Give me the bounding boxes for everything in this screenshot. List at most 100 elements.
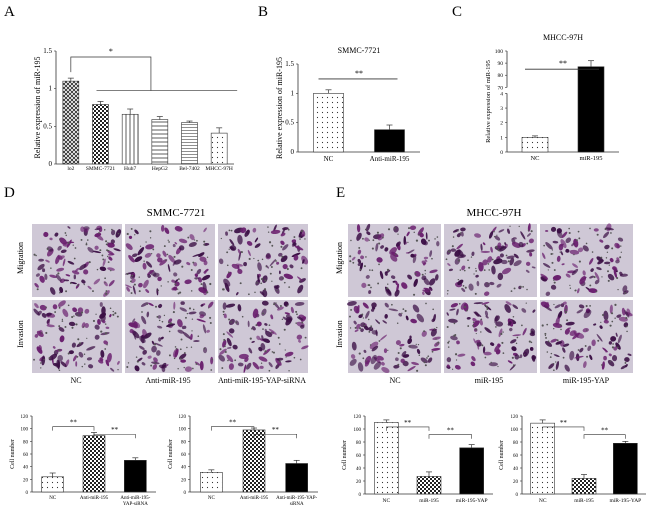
membrane-pore [555, 361, 557, 363]
stained-cell [596, 333, 603, 342]
stained-cell [42, 268, 46, 273]
stained-cell [472, 320, 480, 328]
stained-cell [164, 227, 170, 235]
stained-cell [56, 267, 65, 272]
membrane-pore [268, 369, 271, 372]
stained-cell [84, 323, 89, 328]
membrane-pore [195, 363, 198, 365]
membrane-pore [83, 283, 85, 286]
membrane-pore [453, 322, 456, 325]
stained-cell [544, 301, 549, 308]
membrane-pore [270, 266, 273, 268]
stained-cell [487, 256, 493, 263]
stained-cell [38, 345, 42, 350]
stained-cell [613, 269, 618, 278]
membrane-pore [271, 244, 274, 247]
membrane-pore [45, 331, 48, 335]
membrane-pore [386, 268, 390, 271]
membrane-pore [404, 309, 407, 313]
stained-cell [225, 303, 236, 308]
bar [62, 80, 80, 165]
stained-cell [366, 231, 371, 236]
membrane-pore [493, 235, 496, 238]
stained-cell [182, 332, 191, 339]
stained-cell [565, 237, 572, 244]
membrane-pore [168, 330, 171, 333]
stained-cell [555, 360, 560, 370]
stained-cell [590, 268, 594, 272]
stained-cell [380, 361, 385, 366]
x-tick-label: siRNA [290, 502, 304, 507]
stained-cell [193, 262, 198, 267]
stained-cell [422, 291, 425, 296]
stained-cell [527, 233, 531, 237]
stained-cell [59, 237, 67, 245]
membrane-pore [104, 277, 106, 280]
stained-cell [107, 267, 115, 271]
panel-d-title: SMMC-7721 [147, 207, 206, 219]
stained-cell [545, 242, 553, 250]
membrane-pore [562, 356, 565, 359]
membrane-pore [501, 341, 504, 344]
x-tick-label: miR-195-YAP [456, 498, 488, 504]
membrane-pore [240, 251, 243, 254]
membrane-pore [152, 248, 155, 251]
stained-cell [290, 306, 294, 314]
membrane-pore [304, 238, 306, 240]
stained-cell [34, 282, 39, 288]
stained-cell [521, 308, 527, 313]
membrane-pore [626, 330, 628, 333]
stained-cell [126, 286, 131, 292]
stained-cell [353, 305, 360, 314]
membrane-pore [454, 334, 457, 336]
stained-cell [608, 341, 612, 345]
stained-cell [156, 350, 161, 356]
stained-cell [202, 288, 208, 296]
y-axis-label: Cell number [499, 440, 505, 470]
stained-cell [265, 252, 271, 259]
stained-cell [419, 232, 424, 238]
membrane-pore [222, 313, 225, 316]
stained-cell [607, 273, 615, 281]
y-tick-label: 100 [354, 428, 362, 433]
stained-cell [395, 280, 398, 286]
bar [151, 119, 169, 165]
membrane-pore [475, 332, 477, 335]
membrane-pore [72, 244, 74, 246]
stained-cell [615, 332, 618, 337]
membrane-pore [397, 363, 400, 366]
membrane-pore [526, 288, 528, 291]
stained-cell [282, 244, 289, 251]
stained-cell [222, 302, 227, 310]
membrane-pore [359, 268, 362, 271]
membrane-pore [107, 249, 110, 252]
membrane-pore [174, 346, 177, 348]
membrane-pore [74, 247, 77, 249]
stained-cell [531, 355, 537, 360]
stained-cell [237, 362, 244, 367]
membrane-pore [620, 251, 622, 253]
membrane-pore [276, 290, 278, 292]
stained-cell [511, 346, 517, 352]
stained-cell [396, 283, 400, 292]
membrane-pore [522, 285, 524, 288]
stained-cell [627, 353, 632, 356]
stained-cell [589, 354, 593, 361]
stained-cell [296, 334, 303, 340]
membrane-pore [391, 303, 393, 306]
membrane-pore [183, 366, 185, 369]
membrane-pore [130, 292, 133, 294]
membrane-pore [596, 233, 599, 236]
membrane-pore [181, 265, 184, 268]
stained-cell [46, 312, 52, 316]
membrane-pore [88, 261, 91, 264]
membrane-pore [370, 325, 373, 328]
membrane-pore [349, 315, 351, 318]
stained-cell [353, 320, 357, 325]
stained-cell [582, 270, 586, 276]
membrane-pore [371, 269, 374, 272]
stained-cell [140, 302, 149, 307]
membrane-pore [369, 269, 371, 271]
membrane-pore [553, 279, 555, 281]
stained-cell [491, 226, 497, 233]
